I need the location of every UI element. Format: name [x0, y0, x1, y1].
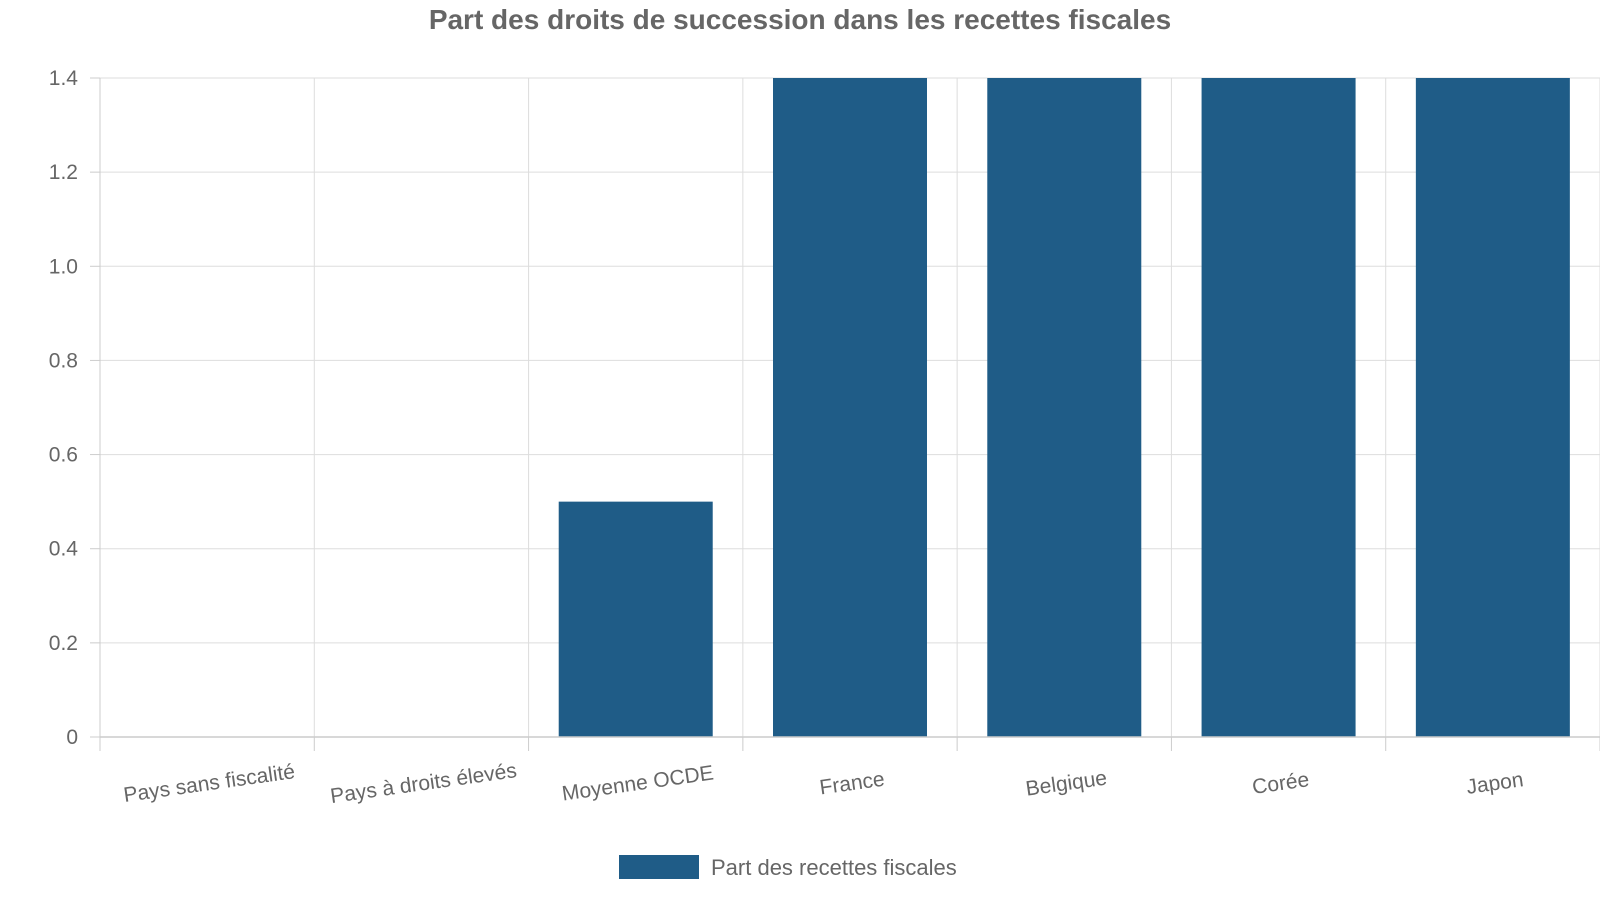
bar-3: [773, 78, 927, 737]
y-tick-label: 0.8: [49, 349, 78, 372]
y-tick-label: 1.2: [49, 161, 78, 184]
x-category-label: Corée: [1251, 768, 1311, 799]
x-category-label: Pays sans fiscalité: [122, 760, 296, 807]
bar-6: [1415, 78, 1570, 737]
y-tick-label: 1.4: [49, 67, 79, 90]
y-tick-label: 1.0: [49, 255, 78, 278]
bar-5: [1201, 78, 1356, 737]
bar-4: [987, 78, 1142, 737]
y-tick-label: 0.4: [49, 538, 79, 561]
y-tick-label: 0: [66, 726, 78, 749]
x-category-label: Moyenne OCDE: [561, 762, 716, 806]
legend: Part des recettes fiscales: [619, 855, 957, 880]
x-category-label: Belgique: [1024, 766, 1108, 800]
bar-2: [558, 501, 713, 737]
y-axis-tick-labels: 0 0.2 0.4 0.6 0.8 1.0 1.2 1.4: [49, 67, 79, 749]
legend-label: Part des recettes fiscales: [711, 855, 957, 880]
x-category-label: France: [818, 768, 886, 800]
chart-title: Part des droits de succession dans les r…: [429, 4, 1171, 35]
bars: [558, 78, 1570, 737]
x-category-label: Pays à droits élevés: [329, 759, 518, 808]
axes: [90, 77, 1600, 751]
x-category-label: Japon: [1465, 768, 1525, 799]
legend-swatch: [619, 855, 699, 879]
x-axis-category-labels: Pays sans fiscalité Pays à droits élevés M…: [122, 759, 1525, 808]
y-tick-label: 0.2: [49, 632, 78, 655]
y-tick-label: 0.6: [49, 444, 78, 467]
